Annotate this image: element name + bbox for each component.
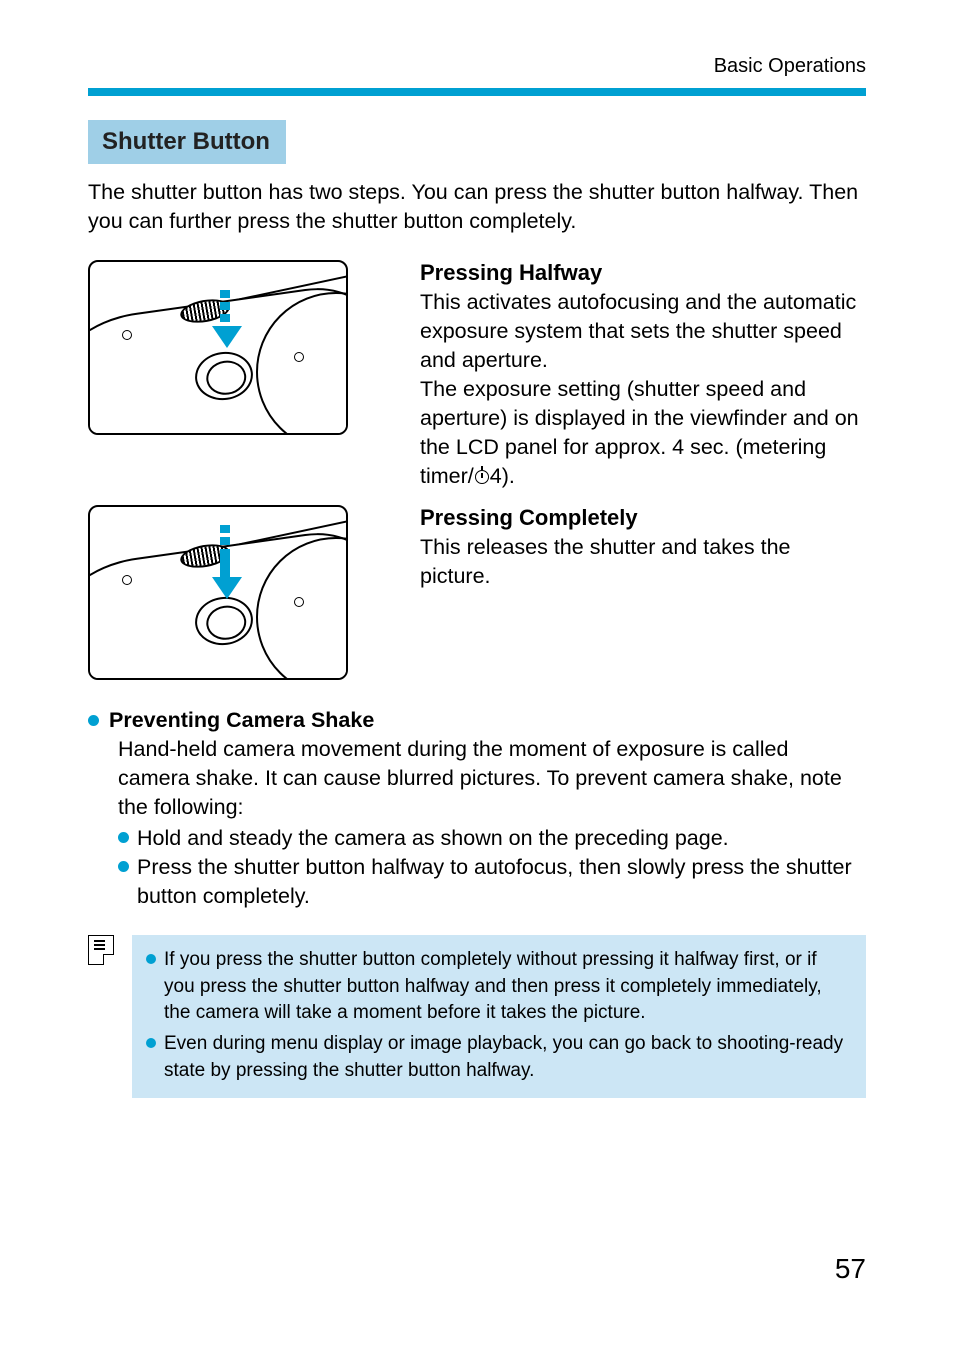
- completely-heading: Pressing Completely: [420, 505, 866, 531]
- list-item: Hold and steady the camera as shown on t…: [118, 824, 866, 853]
- section-title: Shutter Button: [88, 120, 286, 164]
- chapter-header: Basic Operations: [714, 55, 866, 78]
- note-section: If you press the shutter button complete…: [88, 935, 866, 1098]
- bullet-icon: [146, 1038, 156, 1048]
- halfway-row: Pressing Halfway This activates autofocu…: [88, 260, 866, 491]
- shake-bullets: Hold and steady the camera as shown on t…: [88, 824, 866, 911]
- header-rule: [88, 88, 866, 96]
- intro-text: The shutter button has two steps. You ca…: [88, 178, 866, 236]
- arrow-down-icon: [212, 525, 238, 599]
- completely-body: This releases the shutter and takes the …: [420, 533, 866, 591]
- note-text: If you press the shutter button complete…: [164, 947, 852, 1027]
- figure-press-completely: [88, 505, 348, 680]
- shake-title: Preventing Camera Shake: [109, 708, 374, 733]
- figure-press-halfway: [88, 260, 348, 435]
- halfway-p2: The exposure setting (shutter speed and …: [420, 375, 866, 491]
- completely-row: Pressing Completely This releases the sh…: [88, 505, 866, 680]
- list-item: Even during menu display or image playba…: [146, 1031, 852, 1084]
- page-content: Shutter Button The shutter button has tw…: [88, 120, 866, 1098]
- note-icon: [88, 935, 114, 965]
- note-text: Even during menu display or image playba…: [164, 1031, 852, 1084]
- page-number: 57: [835, 1253, 866, 1285]
- bullet-icon: [118, 832, 129, 843]
- list-item: Press the shutter button halfway to auto…: [118, 853, 866, 911]
- timer-icon: [475, 470, 489, 484]
- bullet-icon: [146, 954, 156, 964]
- halfway-heading: Pressing Halfway: [420, 260, 866, 286]
- bullet-icon: [118, 861, 129, 872]
- shake-intro: Hand-held camera movement during the mom…: [88, 735, 866, 822]
- bullet-icon: [88, 715, 99, 726]
- arrow-down-icon: [212, 290, 238, 348]
- note-box: If you press the shutter button complete…: [132, 935, 866, 1098]
- list-item: If you press the shutter button complete…: [146, 947, 852, 1027]
- timer-value: 4: [490, 464, 502, 488]
- halfway-p2b: ).: [502, 464, 515, 488]
- bullet-text: Hold and steady the camera as shown on t…: [137, 824, 729, 853]
- halfway-p1: This activates autofocusing and the auto…: [420, 288, 866, 375]
- bullet-text: Press the shutter button halfway to auto…: [137, 853, 866, 911]
- shake-section: Preventing Camera Shake Hand-held camera…: [88, 708, 866, 911]
